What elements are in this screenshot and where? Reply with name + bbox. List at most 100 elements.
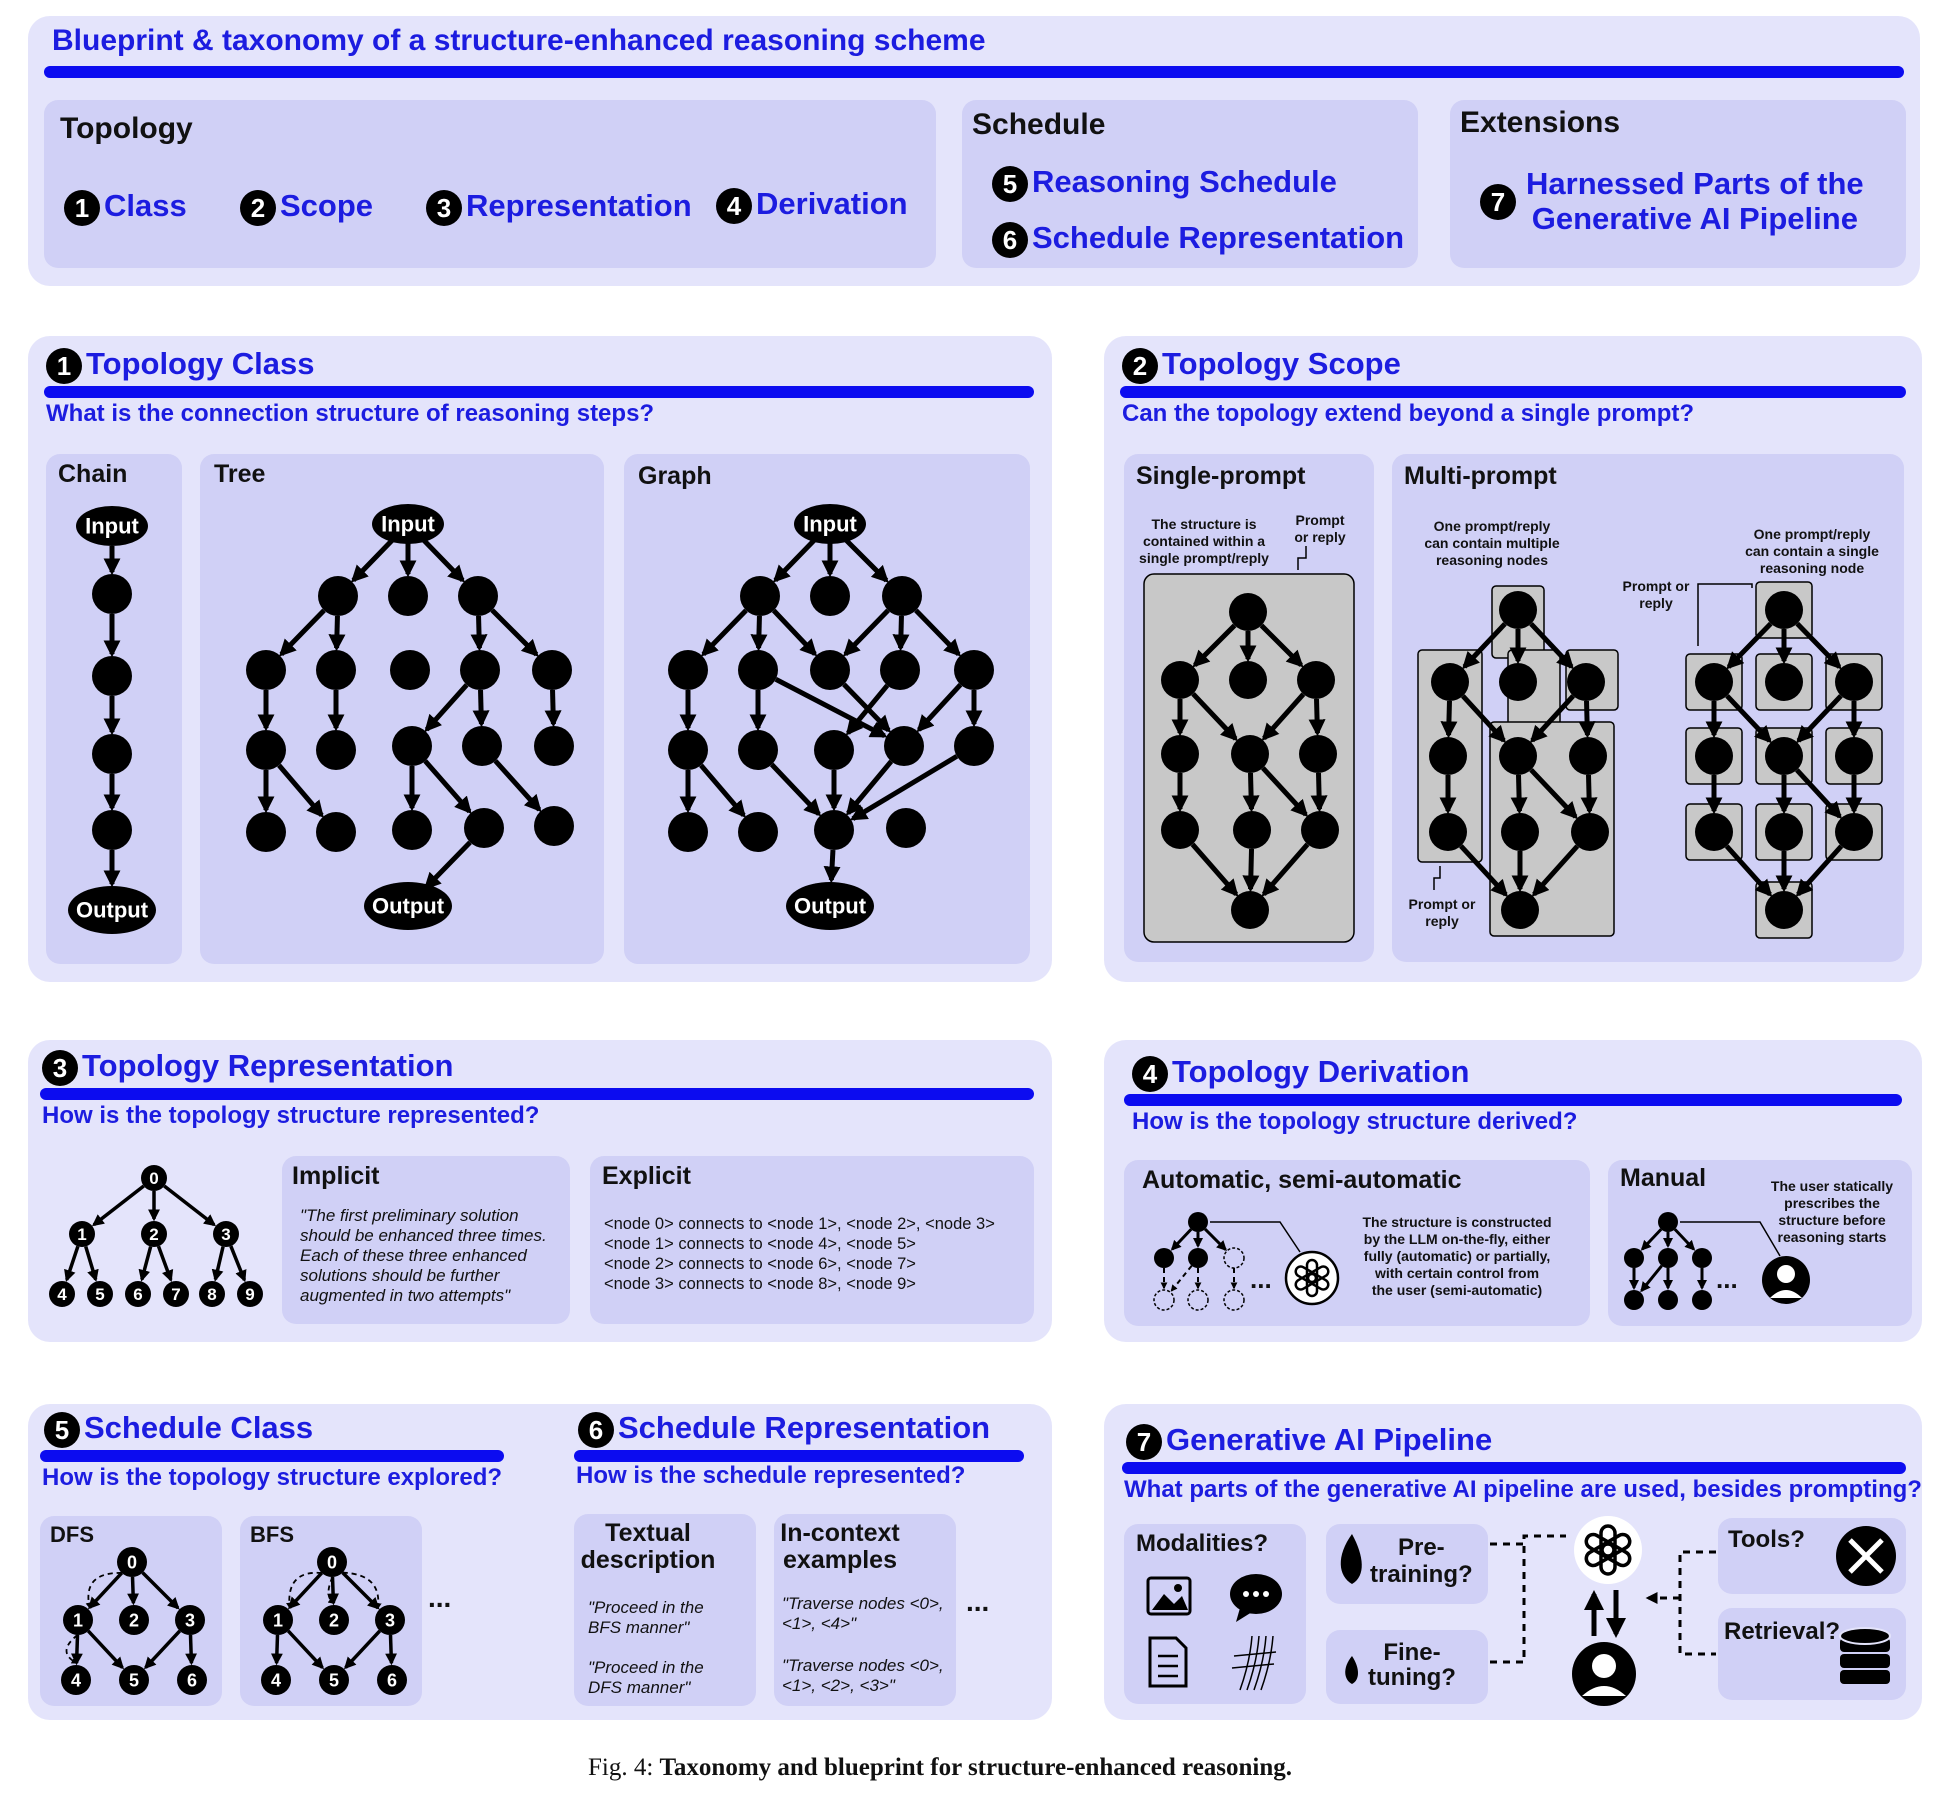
reasoning-edge [418,535,466,583]
flame-icon [1340,1534,1362,1584]
finetuning-label: Fine-tuning? [1368,1639,1456,1691]
schedule-class-question: How is the topology structure explored? [42,1464,503,1491]
reasoning-node [1299,735,1337,773]
schedule-class-title: 5 Schedule Class [44,1410,313,1448]
numbered-node [61,1665,91,1695]
node-number: 4 [271,1670,281,1690]
reasoning-node [1695,663,1733,701]
reasoning-node [316,650,356,690]
multi-prompt-note-a: One prompt/reply can contain multiple reas… [1424,518,1560,568]
reasoning-edge [544,689,562,728]
reasoning-node [1569,737,1607,775]
reasoning-edge [423,840,472,890]
reasoning-node [1429,737,1467,775]
reasoning-edge [892,615,910,652]
pending-node [1187,1289,1209,1311]
image-icon [1146,1576,1192,1616]
reasoning-edge [823,849,841,884]
explicit-box [590,1156,1034,1324]
reasoning-node [1567,663,1605,701]
reasoning-node [1658,1248,1678,1268]
multi-prompt-label: Multi-prompt [1404,462,1557,490]
reasoning-node [1765,663,1803,701]
reasoning-edge [842,608,890,657]
node-number: 2 [129,1610,139,1630]
reasoning-node [954,650,994,690]
reasoning-node [534,806,574,846]
reasoning-node [92,574,132,614]
reasoning-node [810,576,850,616]
numbered-node [49,1281,75,1307]
reasoning-edge [1580,774,1598,815]
reasoning-edge [1261,692,1306,741]
numbered-node [213,1221,239,1247]
incontext-example-b: "Traverse nodes <0>, <1>, <2>, <3>" [782,1656,944,1695]
reasoning-edge [916,683,963,733]
reasoning-node [458,576,498,616]
reasoning-node [1161,735,1199,773]
node-number: 3 [221,1225,230,1244]
tree-output-text: Output [372,894,445,919]
reasoning-node [1695,737,1733,775]
reasoning-edge [84,1245,99,1282]
reasoning-node [1695,813,1733,851]
reasoning-edge [849,754,959,821]
chat-icon-dot [1243,1591,1249,1597]
multi-prompt-reply-note-b: Prompt or reply [1408,896,1476,929]
user-icon-body [1582,1686,1626,1696]
image-icon-mountain [1152,1594,1188,1610]
reasoning-node [1499,591,1537,629]
image-icon-sun [1174,1584,1182,1592]
schedule-representation-title: 6 Schedule Representation [578,1410,990,1448]
schedule-representation-ellipsis: ... [966,1586,990,1617]
node-number: 7 [171,1285,180,1304]
llm-logo-petal [1294,1265,1318,1284]
reasoning-node [1154,1248,1174,1268]
reasoning-edge [840,534,889,583]
node-number: 6 [187,1670,197,1690]
reasoning-node [532,650,572,690]
reasoning-edge [1191,692,1238,742]
multi-prompt-note-b: One prompt/reply can contain a single reas… [1745,526,1879,576]
reasoning-node [1835,813,1873,851]
textual-label: Textual description [580,1519,716,1574]
reasoning-edge [163,1184,217,1227]
reasoning-node [316,812,356,852]
reasoning-edge [64,1245,80,1283]
numbered-node [319,1605,349,1635]
reasoning-node [1231,891,1269,929]
topology-representation-bar [40,1088,1034,1100]
schedule-label: Schedule [972,108,1106,141]
reasoning-edge [86,1629,125,1670]
reasoning-edge [141,1571,180,1610]
reasoning-edge [1261,842,1310,897]
reasoning-node [92,656,132,696]
reasoning-edge [1640,1264,1663,1293]
reasoning-edge [343,1629,382,1670]
reasoning-node [318,576,358,616]
reasoning-node [810,650,850,690]
reasoning-edge [1531,844,1580,897]
node-number: 2 [149,1225,158,1244]
reasoning-edge [1190,842,1239,897]
reasoning-node [668,650,708,690]
topology-scope-title: 2 Topology Scope [1122,346,1401,384]
reasoning-node [462,726,502,766]
reasoning-edge [65,1634,79,1664]
reasoning-node [92,810,132,850]
numbered-node [317,1547,347,1577]
pretraining-connector [1490,1534,1566,1546]
reasoning-node [1161,811,1199,849]
topology-class-bar [44,386,1034,398]
reasoning-node [246,650,286,690]
figure-caption: Fig. 4: Taxonomy and blueprint for struc… [588,1754,1293,1781]
audio-icon [1246,1635,1260,1691]
schedule-class-bar [40,1450,504,1462]
reasoning-edge [1261,766,1309,818]
reasoning-edge [774,677,888,739]
schedule-item-representation: 6 Schedule Representation [992,220,1404,258]
chain-label: Chain [58,460,128,488]
numbered-node [319,1665,349,1695]
reasoning-node [814,730,854,770]
pending-node [1223,1247,1245,1269]
